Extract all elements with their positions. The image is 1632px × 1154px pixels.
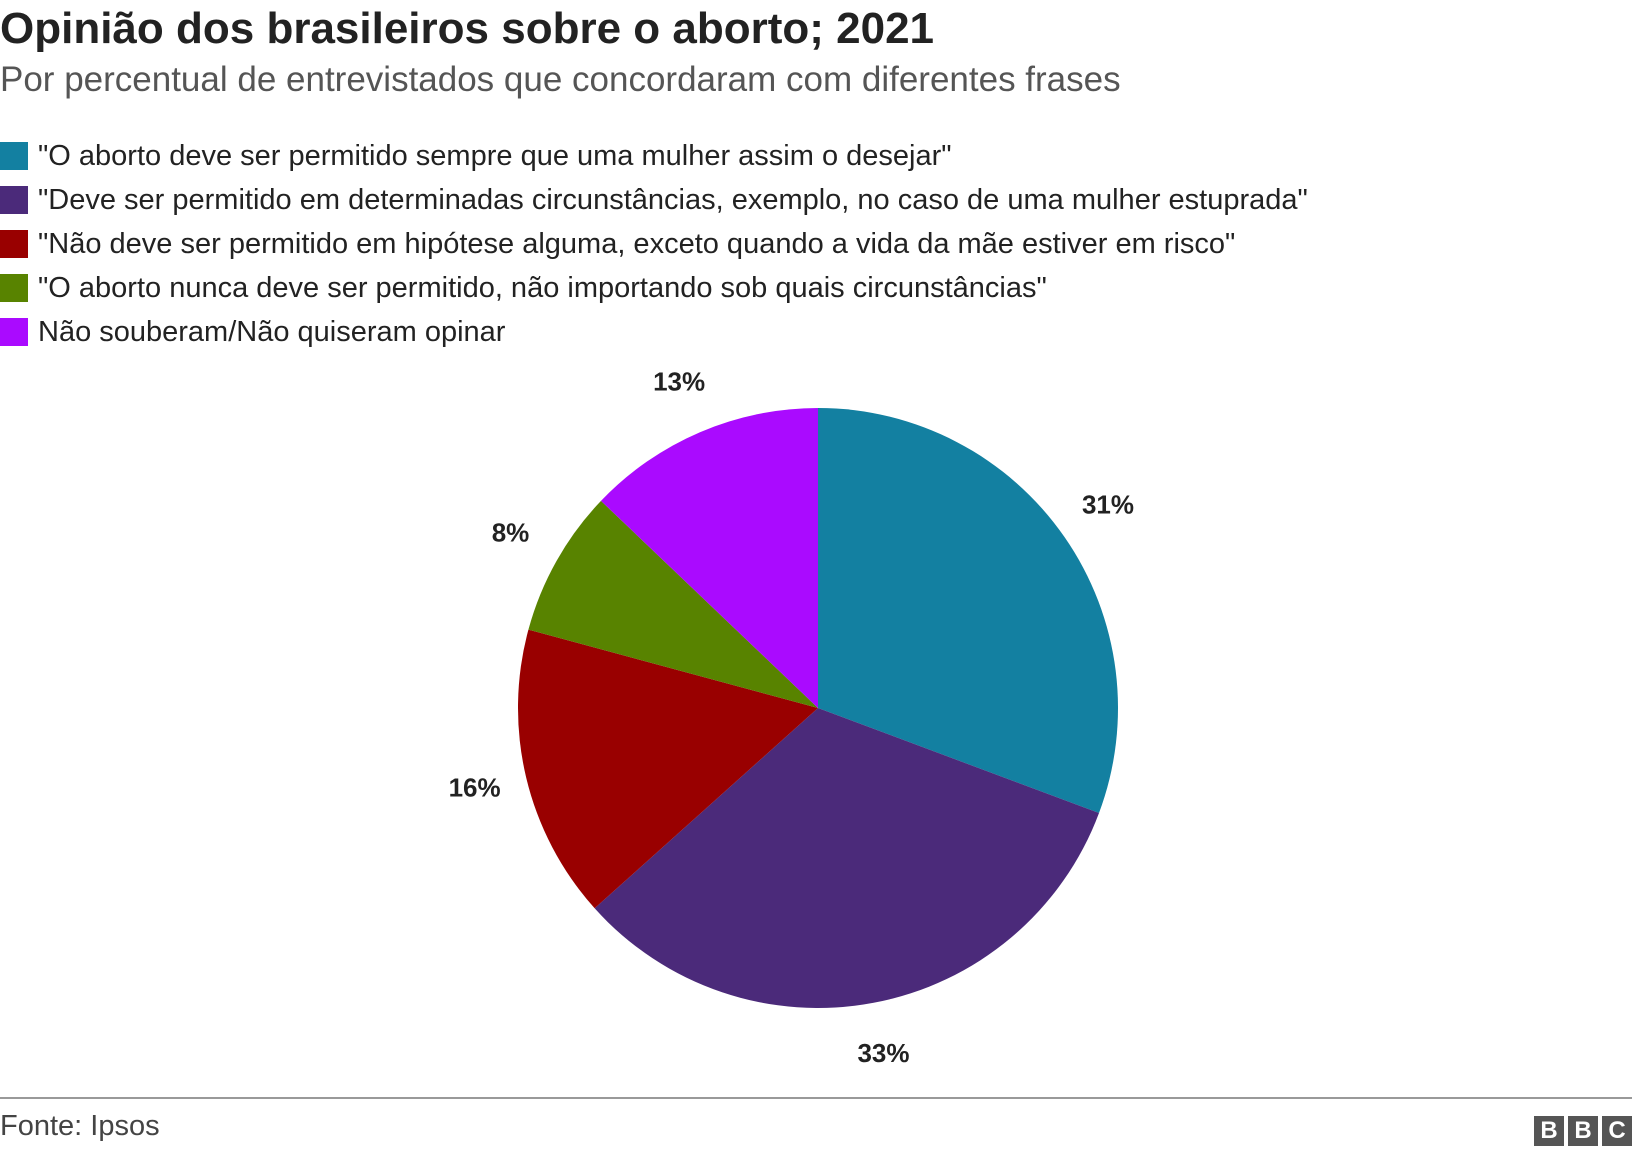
bbc-logo: B B C	[1534, 1116, 1632, 1146]
footer-divider	[0, 1097, 1632, 1099]
legend-label: "Não deve ser permitido em hipótese algu…	[38, 227, 1236, 260]
legend-label: "Deve ser permitido em determinadas circ…	[38, 183, 1308, 216]
pie-slice	[528, 500, 818, 708]
legend-item: "Deve ser permitido em determinadas circ…	[0, 178, 1308, 222]
pie-slice	[600, 408, 818, 708]
legend-item: "Não deve ser permitido em hipótese algu…	[0, 222, 1308, 266]
pie-slice	[594, 708, 1100, 1009]
legend-label: "O aborto nunca deve ser permitido, não …	[38, 271, 1047, 304]
pie-slice	[818, 408, 1118, 814]
legend-item: "O aborto deve ser permitido sempre que …	[0, 134, 1308, 178]
slice-data-label: 16%	[449, 772, 501, 802]
legend-swatch	[0, 318, 28, 346]
chart-subtitle: Por percentual de entrevistados que conc…	[0, 60, 1121, 99]
legend: "O aborto deve ser permitido sempre que …	[0, 134, 1308, 354]
bbc-logo-letter: C	[1602, 1116, 1632, 1146]
chart-title: Opinião dos brasileiros sobre o aborto; …	[0, 4, 935, 53]
legend-swatch	[0, 186, 28, 214]
legend-label: "O aborto deve ser permitido sempre que …	[38, 139, 952, 172]
legend-swatch	[0, 230, 28, 258]
bbc-logo-letter: B	[1568, 1116, 1598, 1146]
legend-swatch	[0, 274, 28, 302]
slice-data-label: 33%	[857, 1038, 909, 1068]
legend-item: Não souberam/Não quiseram opinar	[0, 310, 1308, 354]
legend-swatch	[0, 142, 28, 170]
pie-slice	[517, 629, 818, 909]
legend-label: Não souberam/Não quiseram opinar	[38, 315, 506, 348]
source-note: Fonte: Ipsos	[0, 1110, 160, 1142]
slice-data-label: 31%	[1082, 490, 1134, 520]
slice-data-label: 8%	[492, 518, 530, 548]
slice-data-label: 13%	[653, 366, 705, 396]
bbc-logo-letter: B	[1534, 1116, 1564, 1146]
legend-item: "O aborto nunca deve ser permitido, não …	[0, 266, 1308, 310]
